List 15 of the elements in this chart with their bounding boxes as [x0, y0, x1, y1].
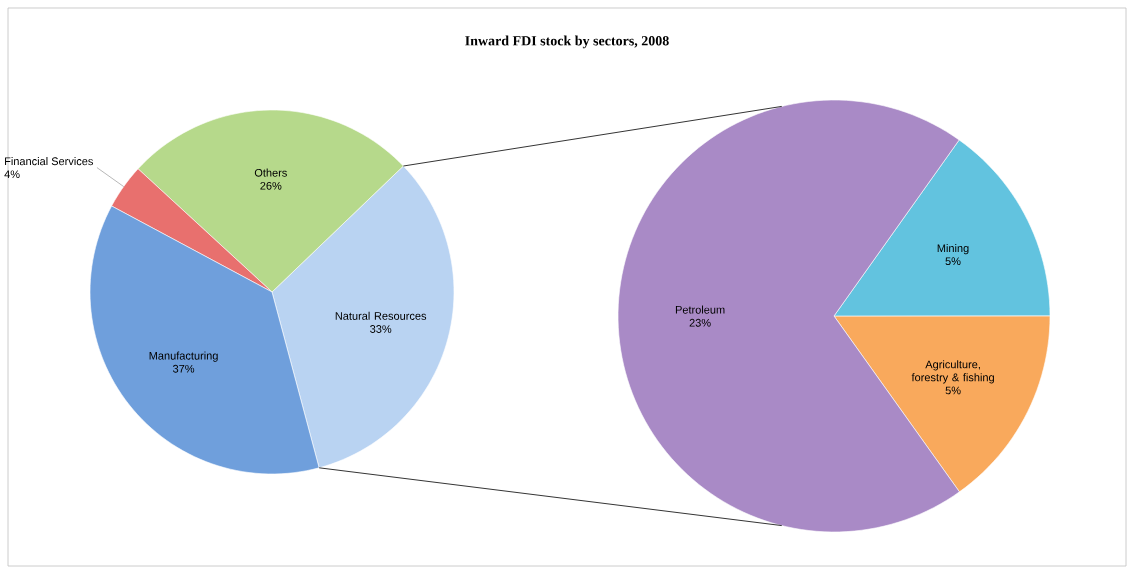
slice-label: Others — [254, 168, 287, 177]
data-label: 37% — [172, 364, 195, 373]
text: Inward FDI stock by sectors, 2008 — [465, 35, 669, 49]
data-label: 5% — [945, 257, 961, 266]
slice-label: Financial Services — [5, 157, 93, 166]
data-label: 33% — [370, 325, 392, 333]
data-label: 26% — [260, 181, 282, 190]
slice-label: Petroleum — [675, 305, 725, 314]
slice-label: Manufacturing — [149, 351, 218, 362]
data-label: 4% — [4, 170, 20, 179]
slice-label: Agriculture, forestry & fishing — [911, 360, 994, 384]
slice-label: Mining — [937, 244, 969, 255]
data-label: 5% — [945, 386, 961, 395]
data-label: 23% — [689, 318, 711, 327]
slice-label: Natural Resources — [335, 311, 427, 320]
